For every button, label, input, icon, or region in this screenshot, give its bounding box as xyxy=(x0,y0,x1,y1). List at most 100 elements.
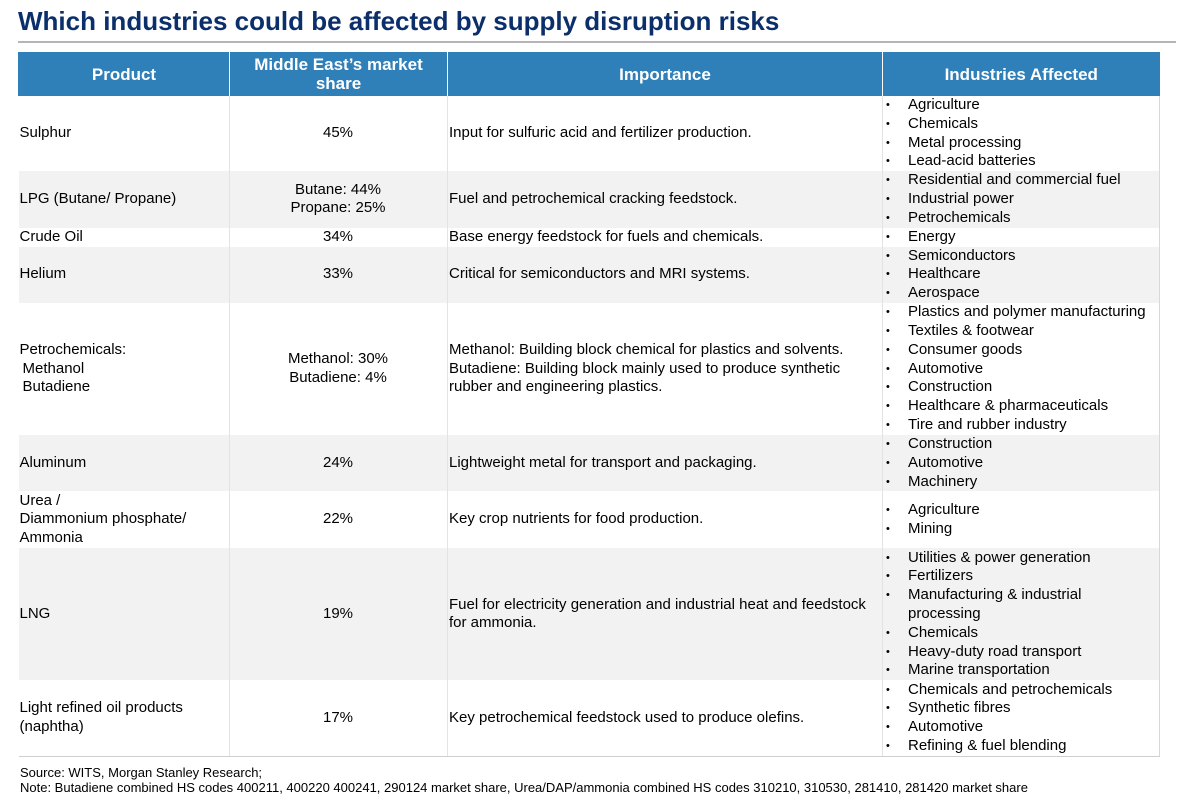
product-cell: LPG (Butane/ Propane) xyxy=(18,171,230,228)
product-name: Helium xyxy=(19,265,67,283)
product-name: LNG xyxy=(19,604,51,622)
industries-list: Agriculture Mining xyxy=(884,501,1157,539)
product-cell: Crude Oil xyxy=(18,227,230,247)
product-cell: Urea / Diammonium phosphate/ Ammonia xyxy=(18,491,230,549)
list-item: Aerospace xyxy=(884,284,1157,303)
list-item: Marine transportation xyxy=(884,661,1157,680)
share-cell: 45% xyxy=(229,96,448,172)
industries-list: Agriculture Chemicals Metal processing L… xyxy=(884,96,1157,171)
industries-list: Utilities & power generation Fertilizers… xyxy=(884,549,1157,681)
industries-list: Semiconductors Healthcare Aerospace xyxy=(884,247,1157,303)
list-item: Metal processing xyxy=(884,134,1157,153)
table-row: Petrochemicals: Methanol Butadiene Metha… xyxy=(18,302,1160,435)
share-cell: 33% xyxy=(229,246,448,303)
product-cell: Sulphur xyxy=(18,96,230,172)
list-item: Textiles & footwear xyxy=(884,322,1157,341)
list-item: Machinery xyxy=(884,473,1157,492)
product-name: Aluminum xyxy=(19,453,87,471)
importance-text: Fuel and petrochemical cracking feedstoc… xyxy=(449,189,738,207)
share-value: 24% xyxy=(322,453,354,471)
list-item: Tire and rubber industry xyxy=(884,416,1157,435)
list-item: Chemicals xyxy=(884,115,1157,134)
importance-text: Butadiene: Building block mainly used to… xyxy=(449,359,841,377)
list-item: Mining xyxy=(884,520,1157,539)
product-name: LPG (Butane/ Propane) xyxy=(19,189,177,207)
table-row: Aluminum 24% Lightweight metal for trans… xyxy=(18,434,1160,492)
product-cell: Light refined oil products (naphtha) xyxy=(18,680,230,757)
importance-cell: Input for sulfuric acid and fertilizer p… xyxy=(447,96,883,172)
product-name: Crude Oil xyxy=(19,227,83,245)
industries-cell: Utilities & power generation Fertilizers… xyxy=(882,548,1160,681)
table-row: LPG (Butane/ Propane) Butane: 44% Propan… xyxy=(18,171,1160,228)
list-item: Consumer goods xyxy=(884,341,1157,360)
importance-text: Input for sulfuric acid and fertilizer p… xyxy=(449,124,752,142)
importance-cell: Base energy feedstock for fuels and chem… xyxy=(447,227,883,247)
industries-cell: Residential and commercial fuel Industri… xyxy=(882,171,1160,228)
share-cell: 34% xyxy=(229,227,448,247)
list-item: Refining & fuel blending xyxy=(884,737,1157,756)
importance-cell: Methanol: Building block chemical for pl… xyxy=(447,302,883,435)
header-market-share: Middle East’s market share xyxy=(229,52,448,96)
product-name: Sulphur xyxy=(19,124,72,142)
list-item: Industrial power xyxy=(884,190,1157,209)
share-value: 45% xyxy=(322,124,354,142)
list-item: Agriculture xyxy=(884,501,1157,520)
list-item: Healthcare & pharmaceuticals xyxy=(884,397,1157,416)
importance-text: Base energy feedstock for fuels and chem… xyxy=(449,227,764,245)
industries-list: Plastics and polymer manufacturing Texti… xyxy=(884,303,1157,435)
industries-cell: Construction Automotive Machinery xyxy=(882,434,1160,492)
list-item: Chemicals and petrochemicals xyxy=(884,681,1157,700)
industries-list: Chemicals and petrochemicals Synthetic f… xyxy=(884,681,1157,756)
table-row: Urea / Diammonium phosphate/ Ammonia 22%… xyxy=(18,491,1160,549)
page-title: Which industries could be affected by su… xyxy=(18,6,780,36)
industries-cell: Agriculture Chemicals Metal processing L… xyxy=(882,96,1160,172)
importance-text: Lightweight metal for transport and pack… xyxy=(449,453,757,471)
importance-text: for ammonia. xyxy=(449,614,537,632)
product-name: Petrochemicals: xyxy=(19,340,127,358)
share-value: Butadiene: 4% xyxy=(289,368,387,386)
product-sub-item: Butadiene xyxy=(22,378,91,396)
product-sub-item: Methanol xyxy=(22,359,85,377)
list-item: Petrochemicals xyxy=(884,209,1157,228)
importance-text: Methanol: Building block chemical for pl… xyxy=(449,340,844,358)
list-item: Agriculture xyxy=(884,96,1157,115)
share-cell: 24% xyxy=(229,434,448,492)
importance-cell: Key petrochemical feedstock used to prod… xyxy=(447,680,883,757)
share-value: 22% xyxy=(322,510,354,528)
list-item: Semiconductors xyxy=(884,247,1157,266)
table-row: Helium 33% Critical for semiconductors a… xyxy=(18,246,1160,303)
industries-cell: Plastics and polymer manufacturing Texti… xyxy=(882,302,1160,435)
importance-cell: Lightweight metal for transport and pack… xyxy=(447,434,883,492)
importance-text: rubber and engineering plastics. xyxy=(449,378,663,396)
importance-cell: Fuel for electricity generation and indu… xyxy=(447,548,883,681)
product-name: Diammonium phosphate/ xyxy=(19,510,187,528)
list-item: Energy xyxy=(884,228,1157,247)
list-item: Healthcare xyxy=(884,265,1157,284)
list-item: Utilities & power generation xyxy=(884,549,1157,568)
share-cell: Methanol: 30% Butadiene: 4% xyxy=(229,302,448,435)
list-item: Automotive xyxy=(884,360,1157,379)
importance-text: Key petrochemical feedstock used to prod… xyxy=(449,708,805,726)
share-value: 33% xyxy=(322,265,354,283)
industries-cell: Energy xyxy=(882,227,1160,247)
header-importance: Importance xyxy=(447,52,883,96)
importance-text: Key crop nutrients for food production. xyxy=(449,510,704,528)
source-note: Source: WITS, Morgan Stanley Research; xyxy=(20,765,263,780)
industries-list: Energy xyxy=(884,228,1157,247)
list-item: Construction xyxy=(884,435,1157,454)
industries-cell: Semiconductors Healthcare Aerospace xyxy=(882,246,1160,303)
product-name: (naphtha) xyxy=(19,718,84,736)
share-value: Propane: 25% xyxy=(290,199,386,217)
header-product: Product xyxy=(18,52,230,96)
importance-text: Critical for semiconductors and MRI syst… xyxy=(449,265,750,283)
hs-codes-note: Note: Butadiene combined HS codes 400211… xyxy=(20,780,1028,795)
product-cell: Helium xyxy=(18,246,230,303)
table-row: Light refined oil products (naphtha) 17%… xyxy=(18,680,1160,757)
product-name: Urea / xyxy=(19,491,61,509)
list-item: Manufacturing & industrial processing xyxy=(884,586,1157,624)
product-name: Ammonia xyxy=(19,529,83,547)
importance-cell: Key crop nutrients for food production. xyxy=(447,491,883,549)
industries-list: Residential and commercial fuel Industri… xyxy=(884,171,1157,227)
share-value: Methanol: 30% xyxy=(287,350,389,368)
share-value: Butane: 44% xyxy=(295,180,381,198)
